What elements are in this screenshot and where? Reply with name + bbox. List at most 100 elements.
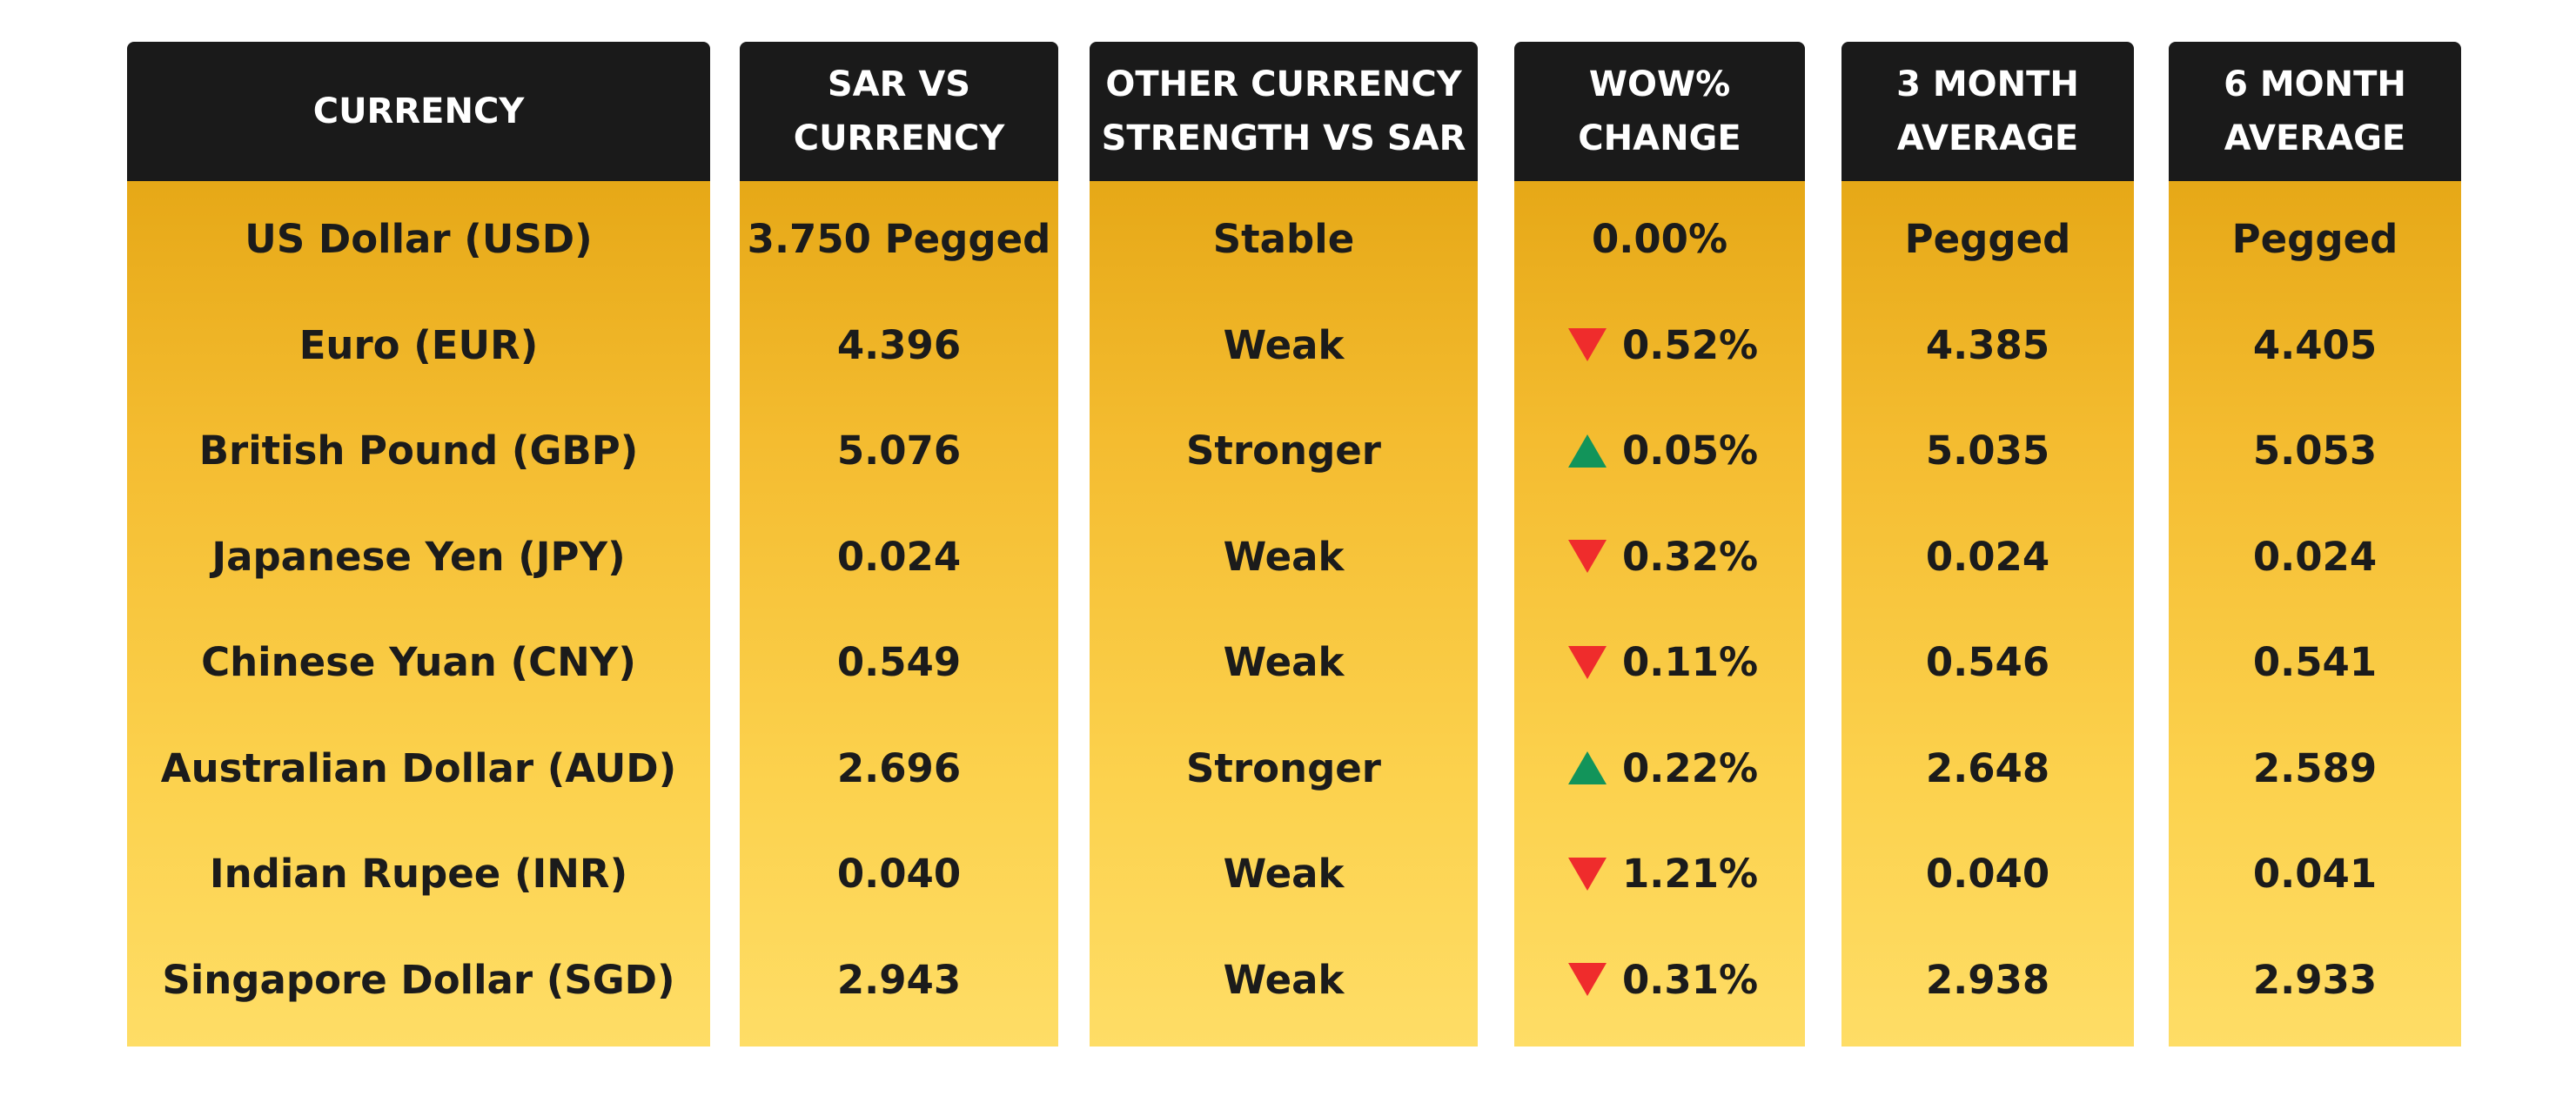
- header-wow-line-2: CHANGE: [1578, 118, 1741, 158]
- strength-cell: Weak: [1223, 533, 1345, 580]
- triangle-down-icon: [1568, 857, 1607, 891]
- strength-cell: Stable: [1212, 216, 1355, 263]
- strength-cell: Weak: [1223, 321, 1345, 368]
- currency-cell: Singapore Dollar (SGD): [162, 956, 675, 1003]
- triangle-down-icon: [1568, 645, 1607, 679]
- header-wow-change: WOW% CHANGE: [1514, 42, 1805, 181]
- wow-value: 0.05%: [1622, 427, 1759, 474]
- header-currency: CURRENCY: [127, 42, 710, 181]
- wow-cell: 1.21%: [1514, 821, 1805, 927]
- header-wow-line-1: WOW%: [1588, 64, 1731, 104]
- column-avg3-body: Pegged 4.385 5.035 0.024 0.546 2.648 0.0…: [1841, 181, 2134, 1047]
- currency-cell: Indian Rupee (INR): [209, 851, 628, 898]
- sar-rate-cell: 2.943: [836, 956, 962, 1003]
- wow-value: 0.32%: [1622, 533, 1759, 580]
- avg3-cell: 0.024: [1925, 533, 2050, 580]
- column-sar-body: 3.750 Pegged 4.396 5.076 0.024 0.549 2.6…: [740, 181, 1058, 1047]
- header-avg6-line-2: AVERAGE: [2224, 118, 2406, 158]
- wow-cell: 0.00%: [1514, 186, 1805, 293]
- header-avg3-line-2: AVERAGE: [1896, 118, 2079, 158]
- wow-value: 1.21%: [1622, 851, 1759, 898]
- sar-rate-cell: 5.076: [836, 427, 962, 474]
- triangle-down-icon: [1568, 328, 1607, 362]
- strength-cell: Stronger: [1186, 744, 1381, 791]
- sar-rate-cell: 0.024: [836, 533, 962, 580]
- wow-cell: 0.31%: [1514, 927, 1805, 1033]
- header-strength: OTHER CURRENCY STRENGTH VS SAR: [1090, 42, 1478, 181]
- column-currency-body: US Dollar (USD) Euro (EUR) British Pound…: [127, 181, 710, 1047]
- wow-value-wrap: 0.05%: [1568, 427, 1758, 474]
- header-sar-line-1: SAR VS: [827, 64, 971, 104]
- currency-cell: Euro (EUR): [299, 321, 539, 368]
- column-currency: CURRENCY US Dollar (USD) Euro (EUR) Brit…: [127, 42, 710, 1047]
- avg6-cell: 4.405: [2252, 321, 2378, 368]
- avg6-cell: 2.933: [2252, 956, 2378, 1003]
- column-strength-body: Stable Weak Stronger Weak Weak Stronger …: [1090, 181, 1478, 1047]
- column-3-month-average: 3 MONTH AVERAGE Pegged 4.385 5.035 0.024…: [1841, 42, 2134, 1047]
- strength-cell: Weak: [1223, 851, 1345, 898]
- avg3-cell: 4.385: [1925, 321, 2050, 368]
- sar-rate-cell: 4.396: [836, 321, 962, 368]
- wow-value-wrap: 0.11%: [1568, 639, 1758, 685]
- currency-cell: Australian Dollar (AUD): [160, 744, 677, 791]
- header-strength-line-1: OTHER CURRENCY: [1105, 64, 1462, 104]
- avg6-cell: 0.024: [2252, 533, 2378, 580]
- strength-cell: Stronger: [1186, 427, 1381, 474]
- wow-cell: 0.22%: [1514, 716, 1805, 822]
- triangle-down-icon: [1568, 963, 1607, 997]
- triangle-down-icon: [1568, 540, 1607, 574]
- avg3-cell: 0.546: [1925, 639, 2050, 686]
- wow-cell: 0.52%: [1514, 293, 1805, 399]
- wow-value: 0.22%: [1622, 744, 1759, 791]
- currency-cell: Chinese Yuan (CNY): [201, 639, 636, 686]
- avg6-cell: Pegged: [2231, 216, 2398, 263]
- sar-rate-cell: 2.696: [836, 744, 962, 791]
- avg6-cell: 0.541: [2252, 639, 2378, 686]
- triangle-up-icon: [1568, 751, 1607, 785]
- wow-cell: 0.05%: [1514, 398, 1805, 504]
- wow-cell: 0.32%: [1514, 504, 1805, 610]
- sar-rate-cell: 0.040: [836, 851, 962, 898]
- avg3-cell: 0.040: [1925, 851, 2050, 898]
- wow-value: 0.52%: [1622, 321, 1759, 368]
- header-3-month-average: 3 MONTH AVERAGE: [1841, 42, 2134, 181]
- wow-value-wrap: 0.32%: [1568, 534, 1758, 580]
- wow-cell: 0.11%: [1514, 609, 1805, 716]
- wow-value-wrap: 0.00%: [1568, 216, 1751, 262]
- column-wow-body: 0.00% 0.52% 0.05% 0.32% 0.11%: [1514, 181, 1805, 1047]
- sar-rate-cell: 0.549: [836, 639, 962, 686]
- header-sar-vs-currency: SAR VS CURRENCY: [740, 42, 1058, 181]
- strength-cell: Weak: [1223, 956, 1345, 1003]
- currency-cell: British Pound (GBP): [198, 427, 639, 474]
- sar-rate-cell: 3.750 Pegged: [747, 216, 1051, 263]
- avg6-cell: 0.041: [2252, 851, 2378, 898]
- column-strength: OTHER CURRENCY STRENGTH VS SAR Stable We…: [1090, 42, 1478, 1047]
- wow-value: 0.31%: [1622, 956, 1759, 1003]
- column-wow-change: WOW% CHANGE 0.00% 0.52% 0.05% 0.32%: [1514, 42, 1805, 1047]
- header-strength-line-2: STRENGTH VS SAR: [1101, 118, 1466, 158]
- triangle-up-icon: [1568, 434, 1607, 468]
- currency-cell: US Dollar (USD): [245, 216, 593, 263]
- wow-value-wrap: 0.52%: [1568, 322, 1758, 368]
- currency-cell: Japanese Yen (JPY): [211, 533, 626, 580]
- column-6-month-average: 6 MONTH AVERAGE Pegged 4.405 5.053 0.024…: [2169, 42, 2461, 1047]
- wow-value: 0.11%: [1622, 639, 1759, 686]
- header-6-month-average: 6 MONTH AVERAGE: [2169, 42, 2461, 181]
- wow-value: 0.00%: [1591, 216, 1728, 263]
- header-currency-line-1: CURRENCY: [312, 91, 525, 131]
- avg6-cell: 5.053: [2252, 427, 2378, 474]
- avg3-cell: 5.035: [1925, 427, 2050, 474]
- column-avg6-body: Pegged 4.405 5.053 0.024 0.541 2.589 0.0…: [2169, 181, 2461, 1047]
- wow-value-wrap: 0.22%: [1568, 745, 1758, 791]
- strength-cell: Weak: [1223, 639, 1345, 686]
- column-sar-vs-currency: SAR VS CURRENCY 3.750 Pegged 4.396 5.076…: [740, 42, 1058, 1047]
- header-avg6-line-1: 6 MONTH: [2224, 64, 2406, 104]
- avg3-cell: 2.938: [1925, 956, 2050, 1003]
- avg3-cell: Pegged: [1904, 216, 2071, 263]
- avg3-cell: 2.648: [1925, 744, 2050, 791]
- avg6-cell: 2.589: [2252, 744, 2378, 791]
- header-avg3-line-1: 3 MONTH: [1896, 64, 2079, 104]
- header-sar-line-2: CURRENCY: [793, 118, 1005, 158]
- wow-value-wrap: 1.21%: [1568, 851, 1758, 897]
- wow-value-wrap: 0.31%: [1568, 957, 1758, 1003]
